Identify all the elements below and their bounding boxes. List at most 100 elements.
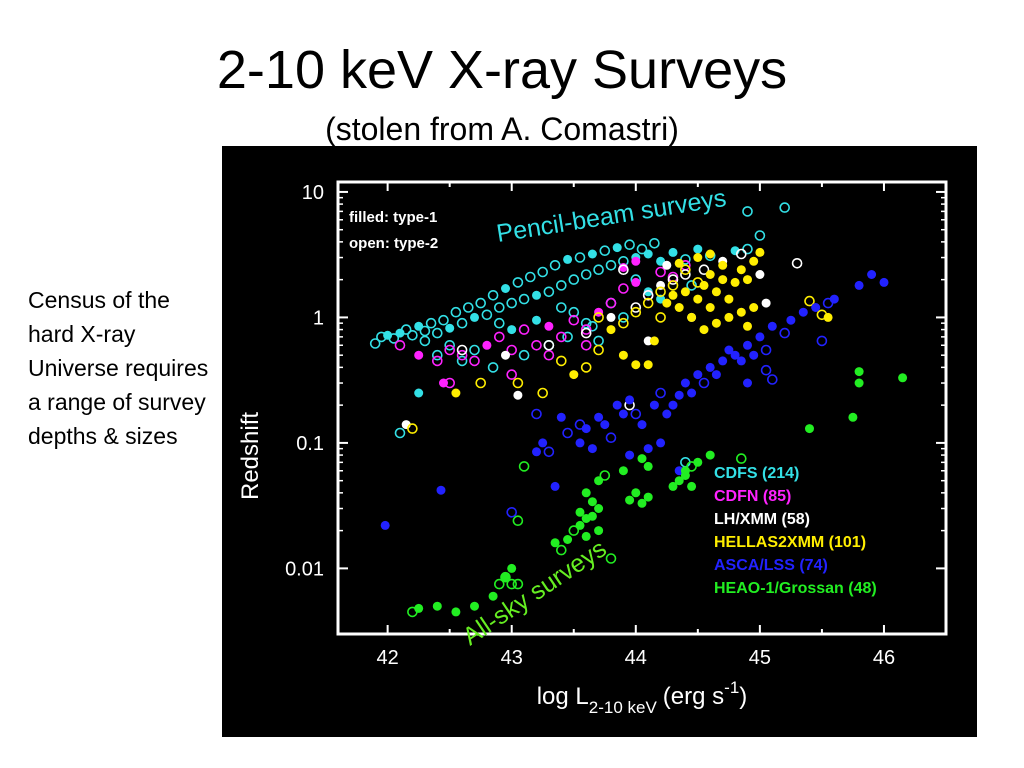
data-point (587, 249, 597, 259)
data-point (501, 284, 510, 293)
data-point (555, 280, 567, 291)
data-point (867, 270, 877, 279)
data-point (594, 504, 604, 513)
data-point (593, 312, 604, 323)
x-axis-label: log L2-10 keV (erg s-1) (537, 678, 748, 717)
data-point (736, 356, 746, 366)
data-point (594, 412, 604, 422)
data-point (580, 317, 592, 329)
data-point (580, 340, 592, 351)
data-point (580, 327, 592, 339)
legend-entry: HEAO-1/Grossan (48) (714, 580, 877, 597)
data-point (736, 265, 746, 275)
data-point (618, 317, 629, 329)
data-point (532, 290, 541, 300)
data-point (438, 314, 449, 326)
data-point (456, 355, 468, 367)
data-point (705, 362, 715, 372)
data-point (643, 249, 653, 259)
data-point (456, 344, 468, 356)
data-point (630, 302, 642, 313)
data-point (556, 412, 566, 422)
data-point (562, 427, 573, 439)
data-point (643, 287, 653, 297)
data-point (680, 264, 691, 275)
data-point (456, 317, 468, 329)
data-point (686, 280, 697, 291)
data-point (687, 388, 697, 398)
chart-panel: 42 43 44 45 46 0.01 0.1 1 10 filled: type-1 open… (222, 146, 977, 737)
data-point (624, 239, 635, 250)
data-point (743, 340, 752, 350)
data-point (674, 466, 684, 476)
data-point (668, 481, 678, 491)
data-point (593, 335, 604, 347)
data-point (749, 350, 759, 360)
data-point (898, 373, 908, 383)
data-point (518, 324, 530, 335)
data-point (698, 377, 710, 389)
data-point (444, 340, 455, 351)
data-point (674, 390, 684, 400)
data-point (574, 252, 586, 263)
data-point (451, 388, 461, 398)
data-point (718, 356, 728, 366)
data-point (581, 488, 591, 498)
data-point (662, 409, 672, 419)
data-point (618, 283, 629, 294)
data-point (749, 303, 759, 312)
data-point (705, 249, 715, 259)
data-point (630, 408, 642, 420)
data-point (606, 325, 616, 335)
data-point (674, 258, 684, 268)
x-label-subscript: 2-10 keV (589, 698, 658, 717)
data-point (699, 325, 709, 335)
data-point (451, 607, 461, 617)
data-point (705, 270, 715, 279)
data-point (555, 355, 567, 367)
data-point (655, 387, 666, 399)
legend-entry: CDFS (214) (714, 465, 799, 482)
x-tick-label: 46 (873, 647, 895, 669)
data-point (600, 420, 610, 430)
data-point (742, 243, 753, 255)
data-point (394, 427, 406, 439)
y-tick-label: 1 (313, 307, 324, 329)
data-point (531, 340, 542, 351)
data-point (419, 325, 431, 337)
data-point (487, 290, 499, 301)
data-point (414, 603, 424, 613)
data-point (711, 287, 721, 297)
data-point (575, 520, 585, 530)
data-point (631, 277, 641, 287)
data-point (493, 317, 505, 329)
data-point (724, 345, 734, 355)
data-point (680, 378, 690, 388)
data-point (649, 400, 659, 410)
data-point (854, 378, 864, 388)
data-point (587, 497, 597, 507)
data-point (743, 321, 752, 331)
data-point (631, 488, 641, 498)
data-point (512, 578, 524, 590)
data-point (625, 495, 635, 505)
data-point (736, 307, 746, 317)
data-point (730, 350, 740, 360)
data-point (500, 571, 511, 583)
data-point (662, 260, 672, 270)
data-point (550, 538, 560, 548)
data-point (662, 298, 672, 308)
data-point (643, 492, 653, 502)
data-point (612, 400, 622, 410)
data-point (432, 327, 443, 339)
data-point (432, 601, 442, 611)
data-point (513, 390, 523, 400)
data-point (538, 438, 548, 448)
data-point (642, 290, 654, 301)
data-point (518, 349, 530, 361)
data-point (587, 321, 598, 332)
data-point (575, 438, 585, 448)
data-point (605, 260, 617, 271)
data-point (456, 349, 468, 361)
data-point (618, 264, 629, 275)
